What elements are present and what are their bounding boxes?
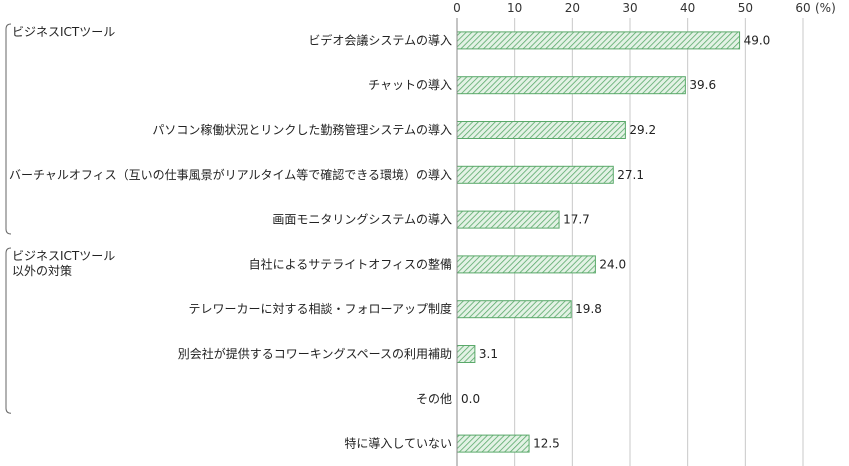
value-label: 0.0 xyxy=(461,392,480,406)
x-tick-label: 60 xyxy=(795,1,810,15)
group-bracket-1 xyxy=(5,247,12,414)
x-tick-label: 30 xyxy=(622,1,637,15)
value-label: 3.1 xyxy=(479,347,498,361)
x-tick-label: 50 xyxy=(738,1,753,15)
x-tick-label: 0 xyxy=(453,1,461,15)
group-label: 以外の対策 xyxy=(12,264,72,278)
x-tick-label: 20 xyxy=(565,1,580,15)
bar-3 xyxy=(456,165,614,184)
category-label: 別会社が提供するコワーキングスペースの利用補助 xyxy=(178,346,452,361)
x-tick-label: 40 xyxy=(680,1,695,15)
bar-1 xyxy=(456,76,686,95)
category-label: 画面モニタリングシステムの導入 xyxy=(272,213,452,227)
unit-label: (%) xyxy=(815,1,836,15)
value-labels: 49.0 39.6 29.2 27.1 17.7 24.0 19.8 3.1 0.0 12.5 xyxy=(461,33,770,450)
category-label: 自社によるサテライトオフィスの整備 xyxy=(249,256,452,271)
category-labels: ビデオ会議システムの導入チャットの導入パソコン稼働状況とリンクした勤務管理システ… xyxy=(9,32,452,450)
category-label: チャットの導入 xyxy=(368,78,452,92)
value-label: 19.8 xyxy=(575,302,602,316)
category-label: ビデオ会議システムの導入 xyxy=(308,32,452,47)
bar-2 xyxy=(456,121,626,139)
x-tick-label: 10 xyxy=(507,1,522,15)
category-label: パソコン稼働状況とリンクした勤務管理システムの導入 xyxy=(152,122,452,137)
category-label: バーチャルオフィス（互いの仕事風景がリアルタイム等で確認できる環境）の導入 xyxy=(9,167,452,182)
bar-7 xyxy=(456,345,476,363)
value-label: 49.0 xyxy=(744,33,771,47)
value-label: 12.5 xyxy=(533,437,560,451)
value-label: 39.6 xyxy=(689,78,716,92)
value-label: 24.0 xyxy=(599,257,626,271)
bar-0 xyxy=(456,31,741,50)
category-label: テレワーカーに対する相談・フォローアップ制度 xyxy=(188,301,452,316)
group-label: ビジネスICTツール xyxy=(12,249,115,263)
group-label: ビジネスICTツール xyxy=(12,25,115,39)
value-label: 17.7 xyxy=(563,213,590,227)
category-label: その他 xyxy=(416,392,452,406)
group-bracket-0 xyxy=(5,23,12,235)
bar-5 xyxy=(456,255,596,274)
x-axis-ticks: 0 10 20 30 40 50 60 xyxy=(453,1,810,15)
bar-6 xyxy=(456,300,572,319)
value-label: 29.2 xyxy=(629,123,656,137)
bar-9 xyxy=(456,434,530,453)
category-label: 特に導入していない xyxy=(344,436,452,451)
bars xyxy=(456,31,741,453)
value-label: 27.1 xyxy=(617,168,644,182)
bar-4 xyxy=(456,210,560,229)
